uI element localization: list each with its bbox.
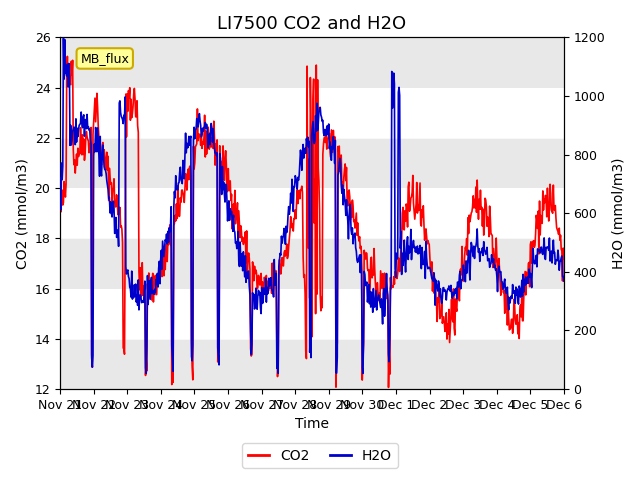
- Bar: [60, 339, 564, 389]
- Y-axis label: CO2 (mmol/m3): CO2 (mmol/m3): [15, 158, 29, 269]
- Legend: CO2, H2O: CO2, H2O: [243, 443, 397, 468]
- Title: LI7500 CO2 and H2O: LI7500 CO2 and H2O: [218, 15, 406, 33]
- Y-axis label: H2O (mmol/m3): H2O (mmol/m3): [611, 157, 625, 269]
- Bar: [60, 239, 564, 288]
- X-axis label: Time: Time: [295, 418, 329, 432]
- Bar: [60, 138, 564, 188]
- Text: MB_flux: MB_flux: [80, 52, 129, 65]
- Bar: [60, 37, 564, 87]
